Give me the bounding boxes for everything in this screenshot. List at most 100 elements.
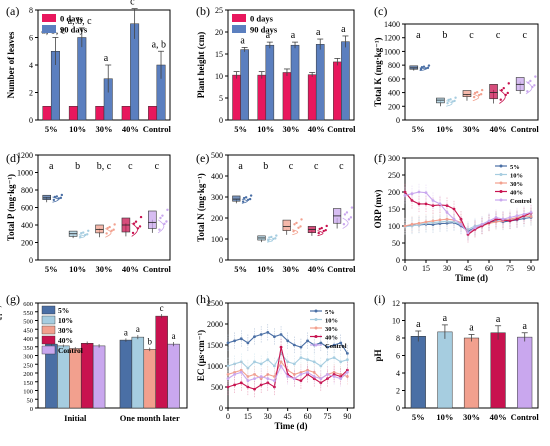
significance-letter: a bbox=[291, 30, 296, 41]
panel-label: (h) bbox=[196, 292, 210, 306]
y-tick-label: 0 bbox=[29, 256, 33, 265]
series-point bbox=[286, 339, 290, 343]
legend-label: 0 days bbox=[60, 14, 84, 24]
data-point bbox=[138, 225, 142, 228]
series-point bbox=[326, 358, 329, 362]
bar bbox=[463, 337, 480, 409]
data-point bbox=[275, 234, 278, 237]
series-point bbox=[233, 339, 237, 343]
distribution-curve bbox=[342, 217, 349, 229]
data-point bbox=[82, 231, 85, 234]
x-tick-label: 45 bbox=[464, 264, 472, 273]
legend-marker bbox=[314, 343, 318, 347]
significance-letter: b bbox=[442, 30, 447, 41]
data-point bbox=[53, 195, 57, 199]
x-tick-label: 40% bbox=[490, 124, 507, 134]
y-tick-label: 0 bbox=[219, 256, 223, 265]
series-point bbox=[410, 199, 414, 202]
legend-swatch bbox=[42, 25, 56, 33]
y-tick-label: 800 bbox=[388, 61, 400, 70]
distribution-curve bbox=[105, 228, 112, 238]
bar bbox=[410, 336, 426, 409]
series-point bbox=[233, 373, 237, 376]
x-axis-label: Time (d) bbox=[274, 421, 307, 431]
significance-letter: a bbox=[522, 321, 527, 332]
legend-label: 30% bbox=[510, 181, 523, 188]
significance-letter: b bbox=[75, 161, 80, 172]
series-point bbox=[279, 360, 283, 364]
y-tick-label: 200 bbox=[388, 188, 400, 197]
data-point bbox=[106, 226, 109, 230]
legend-label: 90 days bbox=[60, 25, 88, 35]
data-point bbox=[324, 228, 327, 232]
series-point bbox=[417, 190, 421, 194]
series-point bbox=[239, 381, 243, 385]
distribution-curve bbox=[446, 100, 453, 107]
data-point bbox=[293, 223, 296, 226]
significance-letter: c bbox=[314, 161, 319, 172]
plot-frame bbox=[227, 154, 355, 261]
data-point bbox=[499, 98, 502, 101]
data-point bbox=[322, 229, 325, 233]
series-point bbox=[253, 335, 256, 338]
data-point bbox=[244, 196, 248, 199]
significance-letter: a bbox=[240, 35, 245, 46]
significance-letter: c bbox=[496, 30, 501, 41]
bar bbox=[42, 106, 52, 121]
significance-letter: c bbox=[339, 161, 344, 172]
x-tick-label: Control bbox=[327, 124, 356, 134]
bar bbox=[155, 315, 168, 409]
x-tick-label: 60 bbox=[304, 412, 312, 421]
legend-label: 10% bbox=[58, 316, 73, 325]
y-tick-label: 150 bbox=[388, 205, 400, 214]
significance-letter: a bbox=[136, 324, 140, 334]
bar bbox=[333, 61, 342, 121]
data-point bbox=[246, 198, 250, 201]
data-point bbox=[79, 235, 82, 238]
series-point bbox=[424, 191, 428, 195]
series-point bbox=[266, 331, 270, 334]
x-tick-label: 5% bbox=[45, 264, 58, 274]
x-axis-label: Time (d) bbox=[455, 273, 488, 283]
data-point bbox=[454, 96, 457, 99]
series-point bbox=[273, 375, 276, 378]
series-point bbox=[326, 373, 329, 376]
y-tick-label: 0 bbox=[30, 406, 33, 413]
data-point bbox=[272, 237, 275, 241]
data-point bbox=[317, 231, 320, 235]
panel-label: (i) bbox=[374, 292, 385, 306]
series-point bbox=[226, 377, 230, 380]
data-point bbox=[163, 222, 166, 226]
y-tick-label: 350 bbox=[23, 345, 33, 352]
series-point bbox=[522, 212, 526, 216]
x-tick-label: 30% bbox=[96, 264, 113, 274]
data-point bbox=[131, 231, 135, 235]
panel-e: (e) 0 100 200 300 400 500 Total N (mg·kg⁻¹) 5% a 1… bbox=[196, 151, 356, 274]
significance-letter: a bbox=[316, 27, 321, 38]
x-tick-label: 10% bbox=[257, 124, 274, 134]
y-tick-label: 600 bbox=[21, 204, 33, 213]
significance-letter: a bbox=[104, 53, 109, 64]
series-point bbox=[452, 207, 456, 211]
legend: 5% 10%30% 40%Control bbox=[310, 309, 347, 350]
data-point bbox=[274, 237, 277, 240]
data-point bbox=[165, 220, 168, 223]
data-point bbox=[345, 211, 349, 214]
distribution-curve bbox=[267, 238, 274, 243]
bar bbox=[92, 345, 106, 409]
data-point bbox=[426, 66, 430, 70]
series-point bbox=[494, 216, 498, 219]
x-tick-label: Control bbox=[327, 264, 356, 274]
series-point bbox=[431, 219, 435, 223]
plot-frame bbox=[227, 302, 355, 409]
data-point bbox=[241, 200, 245, 203]
legend-swatch bbox=[41, 305, 56, 315]
y-axis-label: Concentrations of carbon dioxide (ppm) bbox=[0, 305, 2, 405]
legend-swatch bbox=[232, 25, 246, 33]
y-tick-label: 20 bbox=[215, 28, 223, 37]
significance-letter: a bbox=[172, 331, 176, 341]
series-point bbox=[424, 220, 428, 224]
significance-letter: a bbox=[124, 327, 128, 337]
y-tick-label: 0 bbox=[396, 256, 400, 265]
